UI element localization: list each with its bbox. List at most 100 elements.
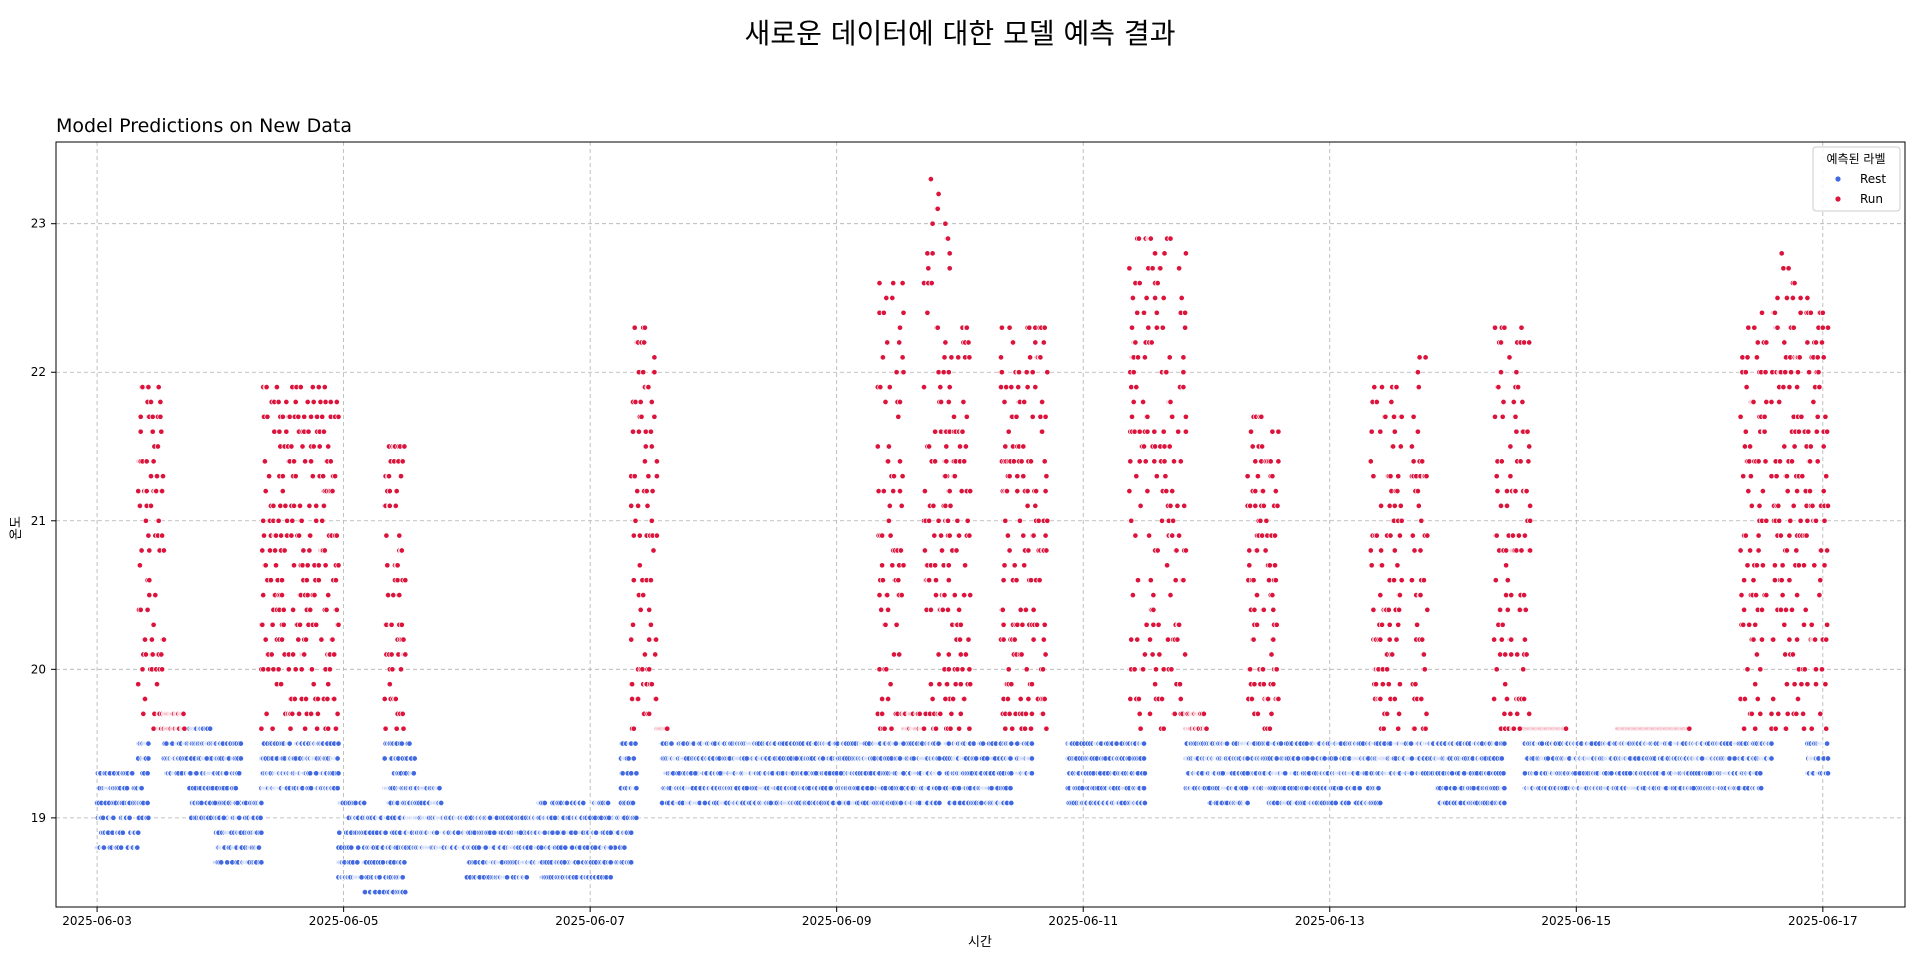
data-point-rest — [433, 829, 440, 836]
data-point-rest — [936, 799, 943, 807]
data-point-rest — [560, 829, 567, 836]
data-point-rest — [406, 740, 413, 747]
data-point-rest — [212, 799, 219, 807]
data-point-rest — [897, 799, 904, 807]
data-point-rest — [145, 814, 152, 821]
data-point-rest — [936, 785, 943, 792]
data-point-rest — [970, 740, 977, 747]
data-point-rest — [1007, 785, 1014, 792]
data-point-rest — [218, 859, 225, 866]
data-point-rest — [980, 740, 987, 747]
data-point-rest — [203, 755, 210, 762]
data-point-rest — [910, 755, 917, 762]
data-point-rest — [628, 859, 635, 866]
data-point-rest — [1028, 770, 1035, 777]
data-point-rest — [701, 799, 708, 807]
data-point-rest — [517, 829, 524, 836]
data-point-rest — [223, 770, 230, 777]
data-point-rest — [482, 844, 489, 851]
data-point-rest — [575, 859, 582, 866]
data-point-rest — [475, 844, 482, 851]
data-point-rest — [145, 740, 152, 747]
data-point-rest — [1079, 785, 1086, 792]
data-point-rest — [1028, 740, 1035, 747]
data-point-rest — [236, 770, 243, 777]
data-point-rest — [335, 740, 342, 747]
data-point-rest — [134, 844, 141, 851]
data-point-rest — [836, 799, 843, 807]
data-point-rest — [504, 874, 511, 881]
data-point-rest — [743, 755, 750, 762]
data-point-rest — [438, 799, 445, 807]
data-point-rest — [1014, 740, 1021, 747]
data-point-rest — [1008, 799, 1015, 807]
data-point-rest — [187, 770, 194, 777]
data-point-rest — [307, 770, 314, 777]
data-point-rest — [198, 799, 205, 807]
data-point-rest — [936, 770, 943, 777]
data-point-rest — [398, 740, 405, 747]
data-point-rest — [144, 799, 151, 807]
data-point-rest — [237, 755, 244, 762]
data-point-rest — [605, 799, 612, 807]
data-point-rest — [605, 814, 613, 821]
data-point-rest — [207, 725, 214, 732]
data-point-rest — [523, 874, 530, 881]
data-point-rest — [607, 859, 614, 866]
data-point-rest — [633, 785, 640, 792]
data-point-rest — [668, 740, 675, 747]
data-point-rest — [491, 829, 498, 836]
data-point-rest — [978, 799, 985, 807]
data-point-rest — [973, 755, 980, 762]
data-point-rest — [110, 814, 117, 821]
data-point-rest — [119, 829, 126, 836]
data-point-rest — [827, 785, 834, 792]
data-point-rest — [138, 785, 145, 792]
data-point-rest — [900, 770, 907, 777]
data-point-rest — [237, 740, 244, 747]
data-point-rest — [743, 785, 750, 792]
data-point-rest — [541, 829, 548, 836]
data-point-rest — [126, 814, 133, 821]
data-point-rest — [984, 755, 991, 762]
data-point-rest — [399, 874, 406, 881]
data-point-rest — [379, 859, 387, 866]
data-point-rest — [255, 844, 262, 851]
data-point-rest — [717, 770, 724, 777]
data-point-rest — [659, 799, 666, 807]
data-point-rest — [286, 740, 293, 747]
data-point-rest — [236, 814, 243, 821]
data-point-rest — [232, 785, 239, 792]
data-point-rest — [1028, 755, 1035, 762]
data-point-rest — [813, 770, 820, 777]
data-point-rest — [633, 814, 640, 821]
data-point-rest — [593, 829, 600, 836]
data-point-rest — [945, 740, 952, 747]
data-point-rest — [258, 859, 265, 866]
data-point-rest — [486, 814, 494, 821]
data-point-rest — [354, 859, 361, 866]
data-point-rest — [607, 874, 614, 881]
data-point-rest — [411, 755, 418, 762]
data-point-rest — [334, 785, 341, 792]
data-point-rest — [313, 770, 320, 777]
data-point-rest — [541, 799, 548, 807]
data-point-rest — [258, 799, 265, 807]
data-point-rest — [335, 770, 342, 777]
data-point-rest — [561, 859, 568, 866]
data-point-rest — [381, 755, 388, 762]
data-point-rest — [628, 829, 635, 836]
data-point-rest — [145, 755, 152, 762]
data-point-rest — [630, 755, 637, 762]
data-point-rest — [163, 740, 170, 747]
data-point-rest — [1008, 740, 1015, 747]
data-point-rest — [224, 859, 231, 866]
data-point-rest — [358, 874, 365, 881]
data-point-rest — [382, 829, 389, 836]
data-point-rest — [619, 770, 626, 777]
data-point-rest — [118, 844, 125, 851]
data-point-rest — [361, 799, 368, 807]
data-point-rest — [258, 829, 265, 836]
data-point-rest — [767, 799, 774, 807]
